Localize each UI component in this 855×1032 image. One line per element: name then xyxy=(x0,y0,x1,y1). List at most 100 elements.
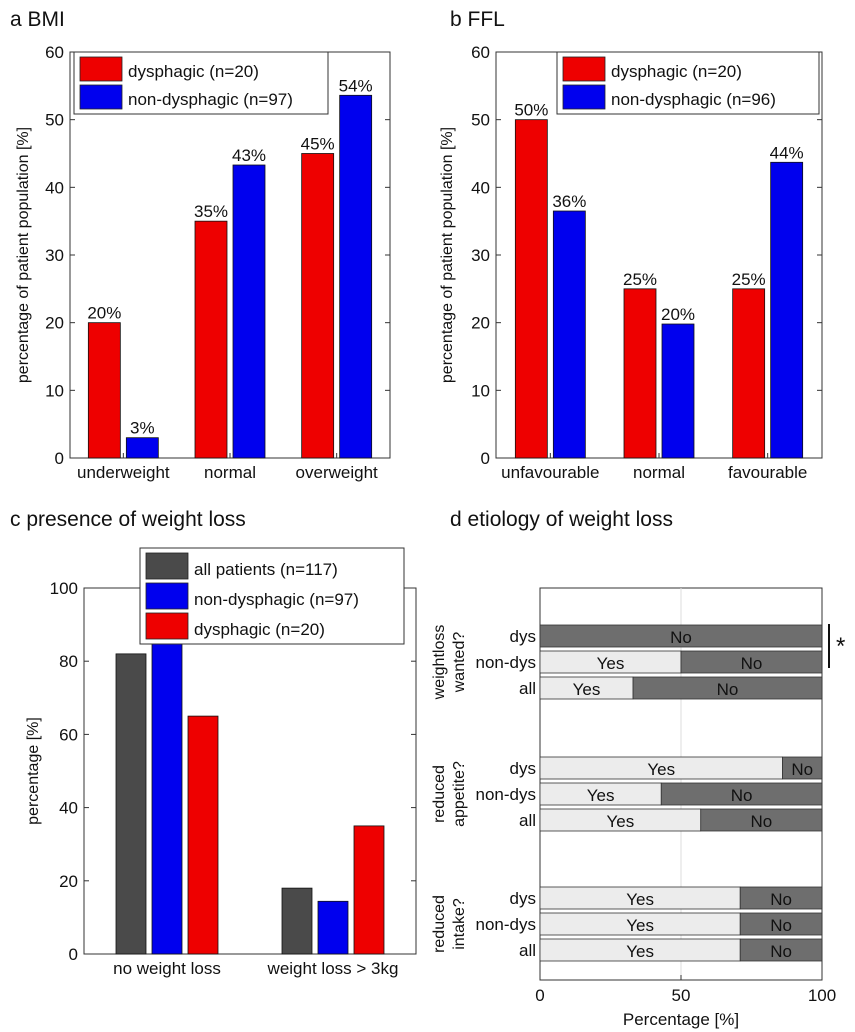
bar-no-label: No xyxy=(731,786,753,805)
y-tick-label: 20 xyxy=(59,872,78,891)
group-label: reduced intake? xyxy=(431,895,468,953)
legend-label: dysphagic (n=20) xyxy=(128,62,259,81)
bar-yes-label: Yes xyxy=(587,786,615,805)
bar-yes-label: Yes xyxy=(626,890,654,909)
y-axis-label: percentage [%] xyxy=(25,717,42,825)
row-label: all xyxy=(519,941,536,960)
y-tick-label: 10 xyxy=(471,381,490,400)
bar-no xyxy=(782,756,823,780)
bar xyxy=(552,210,586,459)
bar-data-label: 25% xyxy=(623,270,657,289)
x-tick-label: weight loss > 3kg xyxy=(267,959,399,978)
x-axis-label: Percentage [%] xyxy=(623,1010,739,1029)
bar xyxy=(194,220,228,459)
x-tick-label: overweight xyxy=(296,463,378,482)
bar xyxy=(353,825,385,955)
bar-no-label: No xyxy=(770,890,792,909)
bar-data-label: 43% xyxy=(232,146,266,165)
legend-label: all patients (n=117) xyxy=(194,560,338,579)
bar-yes-label: Yes xyxy=(626,916,654,935)
group-label-line: wanted? xyxy=(451,632,468,694)
y-tick-label: 30 xyxy=(45,246,64,265)
bar-data-label: 3% xyxy=(130,419,155,438)
group-label: weightloss wanted? xyxy=(431,625,468,701)
legend-swatch xyxy=(562,84,606,110)
y-axis-label: percentage of patient population [%] xyxy=(439,127,456,383)
y-tick-label: 20 xyxy=(471,314,490,333)
bar-no-label: No xyxy=(770,916,792,935)
bar xyxy=(232,164,266,459)
bar-no xyxy=(700,808,823,832)
bar xyxy=(187,715,219,955)
y-tick-label: 80 xyxy=(59,652,78,671)
bar xyxy=(301,153,335,459)
bar-data-label: 25% xyxy=(732,270,766,289)
y-tick-label: 50 xyxy=(45,111,64,130)
row-label: dys xyxy=(510,627,536,646)
bar-no xyxy=(539,624,823,648)
y-tick-label: 50 xyxy=(471,111,490,130)
legend-label: non-dysphagic (n=97) xyxy=(128,90,293,109)
bar-no-label: No xyxy=(791,760,813,779)
row-label: all xyxy=(519,811,536,830)
row-label: non-dys xyxy=(476,785,536,804)
group-label-line: intake? xyxy=(451,898,468,950)
legend-label: dysphagic (n=20) xyxy=(611,62,742,81)
bar xyxy=(281,887,313,955)
bar xyxy=(623,288,657,459)
y-tick-label: 100 xyxy=(50,579,78,598)
panel-title: d etiology of weight loss xyxy=(450,508,673,531)
group-label: reduced appetite? xyxy=(431,761,468,827)
x-tick-label: normal xyxy=(633,463,685,482)
bar-yes-label: Yes xyxy=(607,812,635,831)
legend-swatch xyxy=(562,56,606,82)
y-tick-label: 40 xyxy=(59,799,78,818)
bar-yes-label: Yes xyxy=(573,680,601,699)
group-label-line: reduced xyxy=(431,765,448,823)
bar-no xyxy=(739,912,823,936)
group-label-line: weightloss xyxy=(431,625,448,701)
row-label: non-dys xyxy=(476,915,536,934)
bar xyxy=(661,323,695,459)
legend-label: dysphagic (n=20) xyxy=(194,620,325,639)
bar-no xyxy=(632,676,823,700)
bar-data-label: 20% xyxy=(87,304,121,323)
x-tick-label: normal xyxy=(204,463,256,482)
bar-data-label: 35% xyxy=(194,202,228,221)
bar xyxy=(125,437,159,459)
bar-no-label: No xyxy=(751,812,773,831)
legend-swatch xyxy=(145,552,189,580)
bar-no-label: No xyxy=(670,628,692,647)
legend-label: non-dysphagic (n=96) xyxy=(611,90,776,109)
significance-marker: * xyxy=(836,633,845,660)
y-tick-label: 60 xyxy=(45,43,64,62)
bar-data-label: 54% xyxy=(339,76,373,95)
bar-no-label: No xyxy=(770,942,792,961)
x-tick-label: unfavourable xyxy=(501,463,599,482)
y-tick-label: 0 xyxy=(69,945,78,964)
y-tick-label: 0 xyxy=(481,449,490,468)
x-tick-label: no weight loss xyxy=(113,959,221,978)
row-label: all xyxy=(519,679,536,698)
bar-data-label: 45% xyxy=(301,135,335,154)
bar xyxy=(115,653,147,955)
bar-yes-label: Yes xyxy=(626,942,654,961)
y-tick-label: 10 xyxy=(45,381,64,400)
bar xyxy=(87,322,121,459)
x-tick-label: 0 xyxy=(535,986,544,1005)
y-tick-label: 60 xyxy=(471,43,490,62)
panel-title: b FFL xyxy=(450,8,505,31)
legend-swatch xyxy=(145,582,189,610)
panel-title: a BMI xyxy=(10,8,65,31)
panel-title: c presence of weight loss xyxy=(10,508,246,531)
y-axis-label: percentage of patient population [%] xyxy=(15,127,32,383)
row-label: dys xyxy=(510,889,536,908)
bar-no xyxy=(660,782,823,806)
bar-no xyxy=(739,938,823,962)
bar-no-label: No xyxy=(717,680,739,699)
group-label-line: reduced xyxy=(431,895,448,953)
group-label-line: appetite? xyxy=(451,761,468,827)
row-label: dys xyxy=(510,759,536,778)
x-tick-label: favourable xyxy=(728,463,807,482)
